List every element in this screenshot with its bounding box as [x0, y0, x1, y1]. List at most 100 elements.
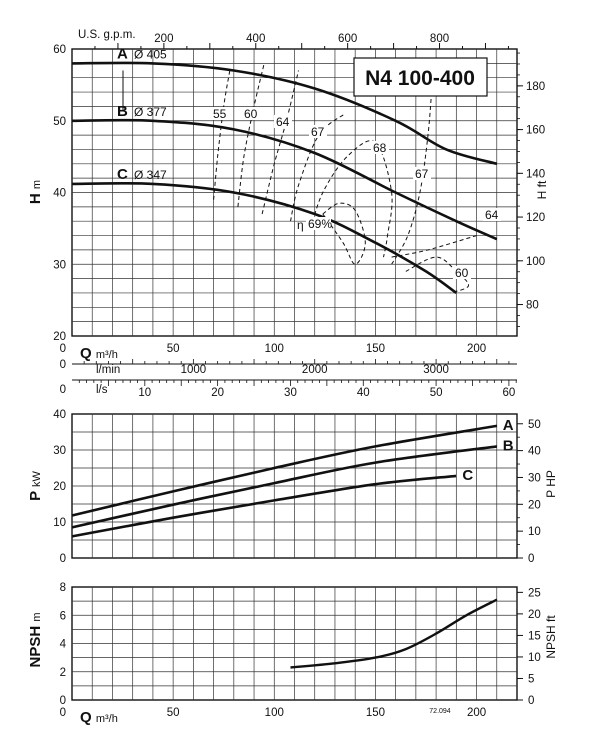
chart-grids: [71, 48, 518, 701]
efficiency-label-bg: [413, 167, 431, 180]
power-y2tick: 0: [528, 553, 534, 565]
efficiency-label-67: 67: [415, 167, 429, 181]
efficiency-contour-60: [237, 63, 265, 207]
head-y2tick: 120: [526, 212, 545, 224]
power-y2tick: 10: [528, 526, 541, 538]
power-curve-C: [71, 474, 457, 538]
power-curve-label-A: A: [503, 417, 514, 434]
efficiency-label-bg: [274, 115, 292, 128]
model-box: [353, 57, 488, 97]
head-ytick: 60: [53, 44, 66, 56]
head-y2tick: 160: [526, 125, 545, 137]
head-curve-label-B: B: [117, 103, 128, 120]
head-ytick: 30: [53, 259, 66, 271]
efficiency-label-bg: [211, 107, 229, 120]
head-q-zero: 0: [60, 343, 66, 355]
efficiency-label-60: 60: [455, 266, 469, 280]
head-curve-B: [71, 118, 498, 241]
ls-tick: 30: [284, 387, 297, 399]
lmin-tick: 2000: [302, 364, 328, 376]
npsh-q-tick: 50: [167, 707, 180, 719]
ls-tick: 60: [503, 387, 516, 399]
head-q-tick: 200: [467, 343, 486, 355]
efficiency-label-bg: [483, 208, 501, 221]
npsh-y2tick: 0: [528, 695, 534, 707]
gpm-tick: 600: [338, 33, 357, 45]
power-curve-label-C: C: [462, 467, 473, 484]
efficiency-eta-symbol: η: [297, 218, 304, 232]
chart-curves: [71, 61, 498, 669]
head-y2tick: 100: [526, 256, 545, 268]
power-y2tick: 30: [528, 472, 541, 484]
ls-label: l/s: [96, 384, 108, 396]
efficiency-label-64: 64: [485, 208, 499, 222]
npsh-q-zero: 0: [60, 707, 66, 719]
efficiency-label-67: 67: [311, 125, 325, 139]
power-y2-label: P HP: [544, 470, 558, 498]
npsh-ytick: 6: [60, 610, 66, 622]
power-ytick: 10: [53, 517, 66, 529]
head-curve-C: [71, 181, 458, 294]
efficiency-contour-67: [391, 84, 433, 265]
head-curve-label-C: C: [117, 166, 128, 183]
gpm-tick: 200: [154, 33, 173, 45]
efficiency-contour-68: [310, 140, 393, 258]
model-title: N4 100-400: [365, 67, 475, 90]
ls-zero: 0: [60, 384, 66, 396]
power-ytick: 20: [53, 481, 66, 493]
efficiency-label-bg: [306, 217, 331, 230]
efficiency-label-bg: [242, 107, 260, 120]
npsh-curve: [290, 598, 498, 669]
head-q-label: Q m³/h: [80, 345, 118, 362]
efficiency-label-60: 60: [244, 107, 258, 121]
efficiency-label-bg: [371, 141, 389, 154]
head-q-tick: 50: [167, 343, 180, 355]
head-y-label: H m: [27, 180, 44, 204]
npsh-y2tick: 20: [528, 609, 541, 621]
ls-tick: 40: [357, 387, 370, 399]
efficiency-contour-69%: [322, 202, 366, 265]
efficiency-label-64: 64: [276, 115, 290, 129]
head-curve-diameter-C: Ø 347: [134, 168, 167, 182]
power-y2tick: 50: [528, 419, 541, 431]
power-ytick: 30: [53, 445, 66, 457]
npsh-y2tick: 25: [528, 587, 541, 599]
head-curve-diameter-A: Ø 405: [134, 47, 167, 61]
power-y2tick: 40: [528, 446, 541, 458]
npsh-ytick: 8: [60, 582, 66, 594]
efficiency-contour-55: [213, 70, 231, 200]
power-curve-B: [71, 445, 497, 529]
head-ytick: 20: [53, 331, 66, 343]
head-y2tick: 140: [526, 168, 545, 180]
efficiency-contour-67: [290, 113, 346, 222]
head-y2-label: H ft: [535, 180, 549, 199]
head-q-tick: 150: [366, 343, 385, 355]
power-curve-label-B: B: [503, 437, 514, 454]
efficiency-contour-64: [261, 70, 299, 215]
lmin-tick: 3000: [423, 364, 449, 376]
npsh-q-tick: 100: [265, 707, 284, 719]
npsh-q-label: Q m³/h: [80, 709, 118, 726]
npsh-ytick: 0: [60, 695, 66, 707]
efficiency-contour-64: [391, 235, 477, 258]
npsh-y-label: NPSH m: [27, 612, 44, 667]
efficiency-label-bg: [453, 266, 471, 279]
power-y-label: P kW: [27, 470, 44, 500]
head-ytick: 50: [53, 116, 66, 128]
power-ytick: 0: [60, 553, 66, 565]
head-ytick: 40: [53, 188, 66, 200]
head-y2tick: 180: [526, 81, 545, 93]
power-y2tick: 20: [528, 499, 541, 511]
npsh-q-tick: 200: [467, 707, 486, 719]
ls-tick: 20: [211, 387, 224, 399]
ls-tick: 10: [138, 387, 151, 399]
npsh-y2tick: 15: [528, 630, 541, 642]
head-curve-A: [71, 61, 498, 166]
npsh-y2tick: 5: [528, 673, 534, 685]
npsh-y2-label: NPSH ft: [544, 615, 558, 659]
efficiency-label-bg: [309, 125, 327, 138]
efficiency-label-68: 68: [373, 141, 387, 155]
npsh-ytick: 2: [60, 667, 66, 679]
head-curve-diameter-B: Ø 377: [134, 105, 167, 119]
